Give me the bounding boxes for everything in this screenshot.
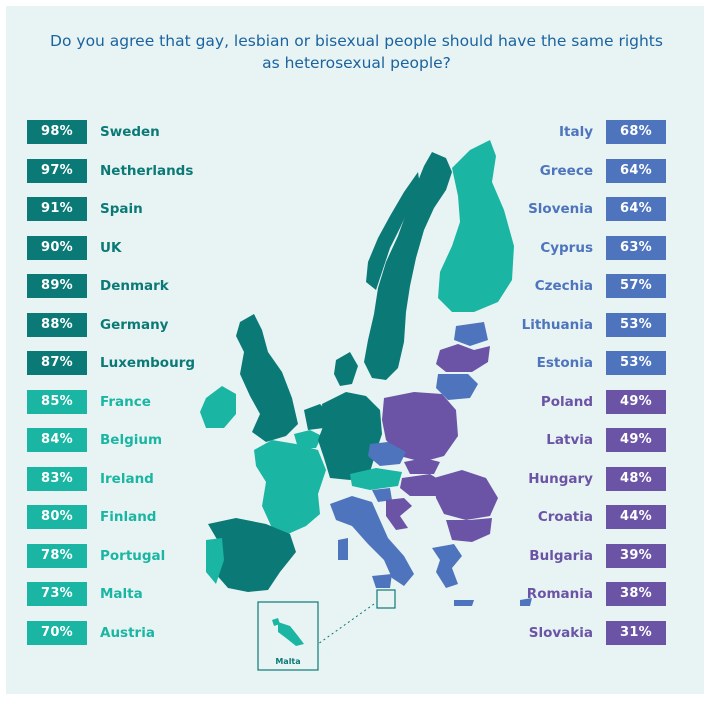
country-label: Sweden (100, 124, 160, 140)
country-label: Lithuania (521, 317, 593, 333)
country-label: Greece (539, 163, 593, 179)
country-label: France (100, 394, 151, 410)
value-badge: 89% (27, 274, 87, 298)
region-belgium (294, 430, 322, 448)
country-label: Malta (100, 586, 143, 602)
country-label: Slovakia (528, 625, 593, 641)
region-sardinia (338, 538, 348, 560)
region-croatia (386, 498, 412, 530)
region-estonia (454, 322, 488, 346)
region-austria (350, 468, 402, 490)
region-poland (382, 392, 458, 462)
value-badge: 88% (27, 313, 87, 337)
country-label: Portugal (100, 548, 166, 564)
region-spain (208, 518, 296, 592)
country-label: Luxembourg (100, 355, 196, 371)
value-badge: 85% (27, 390, 87, 414)
infographic-panel (6, 6, 704, 694)
region-slovakia (404, 458, 440, 474)
value-badge: 39% (606, 544, 666, 568)
value-badge: 90% (27, 236, 87, 260)
value-badge: 84% (27, 428, 87, 452)
country-label: Slovenia (528, 201, 593, 217)
region-crete (454, 600, 474, 606)
country-label: Latvia (546, 432, 593, 448)
value-badge: 87% (27, 351, 87, 375)
country-label: Bulgaria (529, 548, 593, 564)
value-badge: 63% (606, 236, 666, 260)
region-sweden (364, 152, 452, 380)
value-badge: 98% (27, 120, 87, 144)
country-label: Cyprus (540, 240, 593, 256)
region-ireland (200, 386, 236, 428)
country-label: Estonia (536, 355, 593, 371)
country-label: Italy (558, 124, 593, 140)
value-badge: 68% (606, 120, 666, 144)
malta-locator-box (376, 589, 396, 609)
value-badge: 31% (606, 621, 666, 645)
region-malta (278, 622, 304, 646)
region-france (254, 440, 326, 534)
value-badge: 38% (606, 582, 666, 606)
malta-inset-label: Malta (275, 657, 300, 666)
region-latvia (436, 344, 490, 372)
region-slovenia (372, 488, 392, 502)
value-badge: 44% (606, 505, 666, 529)
country-label: Romania (526, 586, 593, 602)
region-italy (330, 496, 414, 586)
malta-leader-line (317, 603, 375, 645)
region-denmark (334, 352, 358, 386)
value-badge: 78% (27, 544, 87, 568)
value-badge: 49% (606, 428, 666, 452)
value-badge: 64% (606, 197, 666, 221)
country-label: Poland (540, 394, 593, 410)
value-badge: 97% (27, 159, 87, 183)
region-bulgaria (446, 518, 492, 542)
region-portugal (206, 538, 224, 584)
country-label: Denmark (100, 278, 169, 294)
country-label: Hungary (528, 471, 593, 487)
value-badge: 83% (27, 467, 87, 491)
chart-title: Do you agree that gay, lesbian or bisexu… (50, 32, 663, 72)
country-label: Croatia (537, 509, 593, 525)
country-label: Austria (100, 625, 155, 641)
value-badge: 48% (606, 467, 666, 491)
value-badge: 57% (606, 274, 666, 298)
region-gozo (272, 618, 280, 626)
value-badge: 64% (606, 159, 666, 183)
region-norway (366, 172, 420, 290)
value-badge: 91% (27, 197, 87, 221)
region-cyprus (520, 598, 532, 606)
value-badge: 80% (27, 505, 87, 529)
region-czechia (368, 442, 406, 466)
country-label: Finland (100, 509, 157, 525)
region-greece (432, 544, 462, 588)
value-badge: 73% (27, 582, 87, 606)
country-label: Czechia (534, 278, 593, 294)
country-label: Ireland (100, 471, 154, 487)
value-badge: 49% (606, 390, 666, 414)
country-label: UK (100, 240, 122, 256)
country-label: Netherlands (100, 163, 194, 179)
region-sicily (372, 574, 392, 588)
region-germany (318, 392, 382, 480)
country-label: Belgium (100, 432, 163, 448)
region-lithuania (436, 374, 478, 400)
value-badge: 70% (27, 621, 87, 645)
region-romania (434, 470, 498, 520)
country-label: Spain (100, 201, 143, 217)
value-badge: 53% (606, 351, 666, 375)
region-finland (438, 140, 514, 312)
region-uk (236, 314, 298, 442)
value-badge: 53% (606, 313, 666, 337)
country-label: Germany (100, 317, 169, 333)
